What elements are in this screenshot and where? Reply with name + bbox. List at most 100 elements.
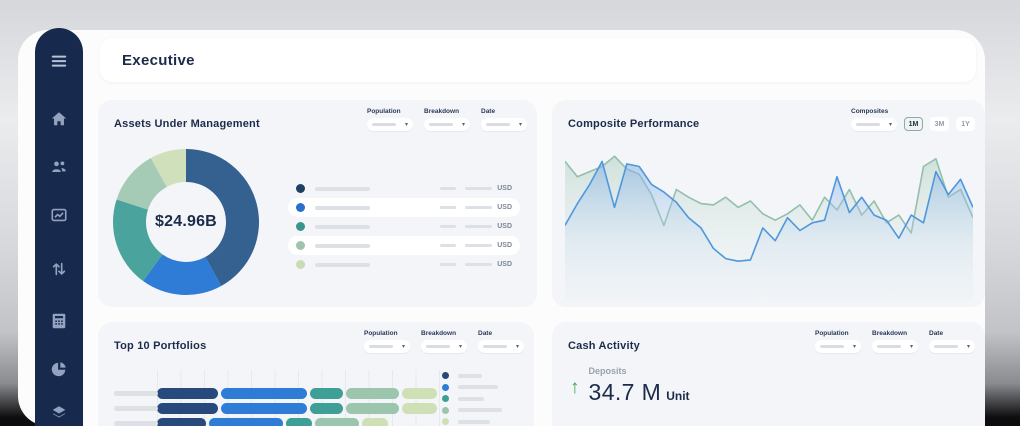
legend-dot xyxy=(442,383,449,391)
portfolio-legend-item[interactable] xyxy=(442,406,502,414)
app-window: Executive Assets Under Management Popula… xyxy=(18,30,985,426)
clients-icon xyxy=(52,161,66,172)
chevron-down-icon: ▾ xyxy=(966,343,970,350)
currency-label: USD xyxy=(497,185,512,192)
filter-label: Breakdown xyxy=(421,330,457,337)
legend-dot xyxy=(296,222,305,231)
breakdown-select[interactable]: ▾ xyxy=(421,340,467,353)
aum-legend-row[interactable]: USD xyxy=(288,179,520,198)
portfolio-legend-item[interactable] xyxy=(442,395,502,402)
range-button-1m[interactable]: 1M xyxy=(904,117,923,131)
cash-card-title: Cash Activity xyxy=(568,340,640,352)
sidebar-item-calculator[interactable] xyxy=(46,308,72,334)
portfolio-legend-item[interactable] xyxy=(442,383,502,391)
sidebar-item-layers[interactable] xyxy=(46,400,72,426)
legend-dot xyxy=(296,184,305,193)
bar-segment xyxy=(346,403,399,414)
filter-population: Population ▾ xyxy=(364,330,410,353)
redacted-legend-label xyxy=(458,396,484,401)
date-select[interactable]: ▾ xyxy=(929,340,975,353)
aum-legend-list: USD USD USD USD USD xyxy=(288,179,520,274)
population-select[interactable]: ▾ xyxy=(815,340,861,353)
portfolio-bar-row[interactable] xyxy=(157,403,440,414)
aum-legend-row[interactable]: USD xyxy=(288,255,520,274)
aum-donut-chart: $24.96B xyxy=(111,147,261,297)
breakdown-select[interactable]: ▾ xyxy=(424,118,470,131)
sidebar-item-home[interactable] xyxy=(46,106,72,132)
aum-legend-row[interactable]: USD xyxy=(288,236,520,255)
hamburger-menu-button[interactable] xyxy=(46,48,72,74)
legend-dot xyxy=(442,372,449,379)
bar-segment xyxy=(402,403,437,414)
breakdown-select[interactable]: ▾ xyxy=(872,340,918,353)
redacted-row-label xyxy=(114,391,158,396)
portfolio-legend-item[interactable] xyxy=(442,372,502,379)
currency-label: USD xyxy=(497,204,512,211)
filter-breakdown: Breakdown ▾ xyxy=(424,108,470,131)
date-select[interactable]: ▾ xyxy=(478,340,524,353)
donut-segment xyxy=(186,149,259,286)
filter-label: Breakdown xyxy=(872,330,908,337)
bar-segment xyxy=(157,403,218,414)
filter-date: Date ▾ xyxy=(481,108,527,131)
chevron-down-icon: ▾ xyxy=(518,121,522,128)
aum-legend-row[interactable]: USD xyxy=(288,217,520,236)
range-button-1y[interactable]: 1Y xyxy=(956,117,975,131)
population-select[interactable]: ▾ xyxy=(364,340,410,353)
filter-label: Breakdown xyxy=(424,108,460,115)
redacted-label xyxy=(315,205,370,210)
population-select[interactable]: ▾ xyxy=(367,118,413,131)
sidebar-item-transactions[interactable] xyxy=(46,256,72,282)
composite-blue-area xyxy=(565,161,973,300)
chevron-down-icon: ▾ xyxy=(458,343,462,350)
redacted-value xyxy=(465,187,493,190)
range-button-3m[interactable]: 3M xyxy=(930,117,949,131)
chevron-down-icon: ▾ xyxy=(515,343,519,350)
allocation-icon xyxy=(51,362,66,377)
filter-date: Date ▾ xyxy=(929,330,975,353)
redacted-row-label xyxy=(114,406,158,411)
deposits-value: 34.7 M xyxy=(588,379,662,405)
aum-legend-row[interactable]: USD xyxy=(288,198,520,217)
chevron-down-icon: ▾ xyxy=(852,343,856,350)
portfolio-bar-row[interactable] xyxy=(157,388,440,399)
redacted-value xyxy=(465,244,493,247)
portfolio-legend-item[interactable] xyxy=(442,418,502,425)
composite-performance-chart xyxy=(565,155,973,300)
bar-segment xyxy=(221,403,307,414)
currency-label: USD xyxy=(497,242,512,249)
chevron-down-icon: ▾ xyxy=(404,121,408,128)
portfolio-legend xyxy=(442,372,502,426)
transactions-icon xyxy=(52,262,66,276)
redacted-label xyxy=(315,262,370,267)
sidebar-item-clients[interactable] xyxy=(46,154,72,180)
filter-label: Date xyxy=(481,108,496,115)
chevron-down-icon: ▾ xyxy=(461,121,465,128)
filter-date: Date ▾ xyxy=(478,330,524,353)
sidebar-item-performance[interactable] xyxy=(46,202,72,228)
filter-label: Population xyxy=(815,330,849,337)
date-select[interactable]: ▾ xyxy=(481,118,527,131)
bar-segment xyxy=(362,418,388,426)
redacted-legend-label xyxy=(458,419,490,424)
aum-filters: Population ▾ Breakdown ▾ Date ▾ xyxy=(367,108,527,131)
donut-segment xyxy=(113,199,163,282)
sidebar-item-allocation[interactable] xyxy=(46,356,72,382)
composite-card-title: Composite Performance xyxy=(568,118,700,130)
chevron-down-icon: ▾ xyxy=(909,343,913,350)
sidebar-nav xyxy=(35,28,83,426)
portfolios-card-title: Top 10 Portfolios xyxy=(114,340,207,352)
layers-icon xyxy=(52,406,66,418)
currency-label: USD xyxy=(497,261,512,268)
donut-segment xyxy=(143,254,222,295)
redacted-legend-label xyxy=(458,385,498,389)
bar-segment xyxy=(209,418,283,426)
legend-dot xyxy=(296,241,305,250)
filter-breakdown: Breakdown ▾ xyxy=(421,330,467,353)
composites-select[interactable]: ▾ xyxy=(851,118,897,131)
portfolio-bar-row[interactable] xyxy=(157,418,391,426)
redacted-label xyxy=(315,186,370,191)
donut-segment xyxy=(150,149,186,187)
redacted-label xyxy=(315,224,370,229)
